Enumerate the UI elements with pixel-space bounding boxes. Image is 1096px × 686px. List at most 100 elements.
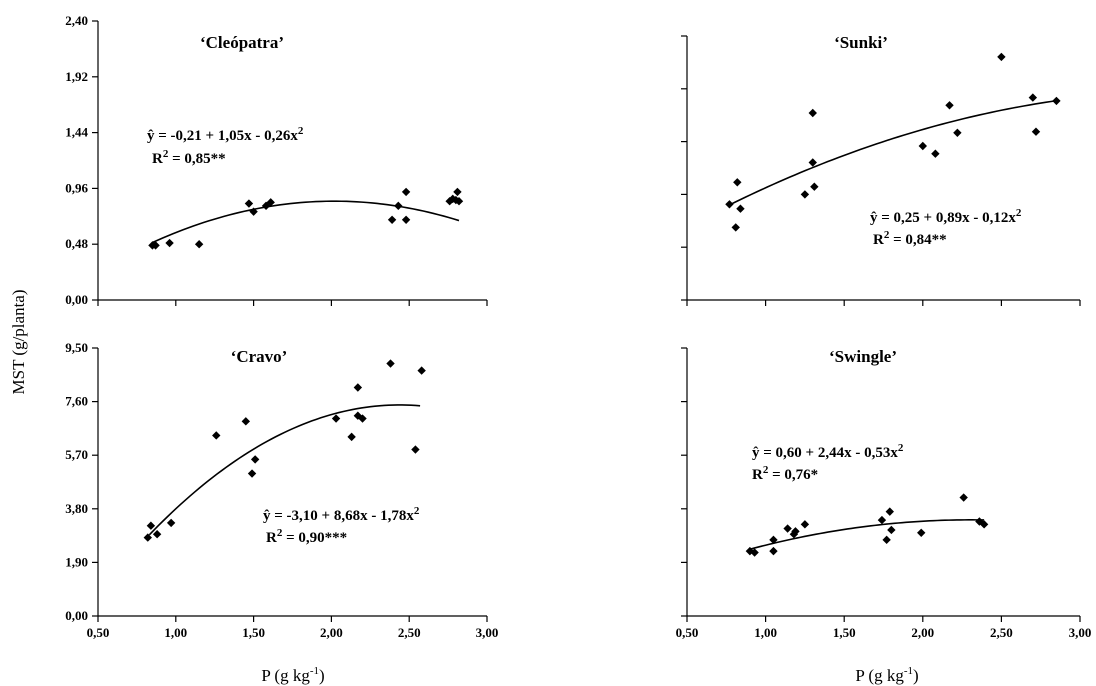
y-tick-label: 5,70 <box>65 447 88 462</box>
data-point <box>736 204 745 213</box>
panel-cravo: 0,00 1,90 3,80 5,70 7,60 9,50 0,50 1,00 1,50 2,00… <box>65 340 498 640</box>
x-tick-label: 0,50 <box>87 625 110 640</box>
y-tick-label: 0,00 <box>65 608 88 623</box>
data-point <box>249 207 258 216</box>
data-point <box>166 518 176 528</box>
regression-equation: ŷ = 0,25 + 0,89x - 0,12x2 <box>870 207 1022 226</box>
data-point <box>810 182 819 191</box>
r-squared: R2 = 0,90*** <box>266 527 347 546</box>
data-point <box>387 215 397 224</box>
data-point <box>887 525 896 535</box>
data-point <box>750 548 759 557</box>
panel-title: ‘Sunki’ <box>834 33 888 52</box>
data-point <box>266 198 275 207</box>
data-point <box>411 445 420 454</box>
data-point <box>800 520 810 529</box>
x-tick-label: 2,50 <box>990 625 1013 640</box>
data-point <box>394 201 403 211</box>
data-point <box>247 469 257 478</box>
data-point <box>386 359 395 368</box>
data-point <box>401 215 411 224</box>
data-point <box>165 238 174 248</box>
data-point <box>769 535 778 545</box>
panel-swingle: 0,50 1,00 1,50 2,00 2,50 3,00 ‘Swingle’ ŷ = 0,6… <box>676 347 1092 640</box>
fit-curve <box>729 99 1057 206</box>
data-point <box>808 108 817 118</box>
data-point <box>331 414 341 423</box>
data-point <box>244 199 254 208</box>
panel-title: ‘Cravo’ <box>231 347 288 366</box>
data-point <box>877 515 887 525</box>
panel-cleopatra: 0,00 0,48 0,96 1,44 1,92 2,40 ‘Cleópatra’ ŷ = -… <box>65 13 488 307</box>
x-tick-label: 1,00 <box>164 625 187 640</box>
y-tick-label: 7,60 <box>65 394 88 409</box>
x-tick-label: 1,00 <box>754 625 777 640</box>
data-point <box>945 101 954 110</box>
data-point <box>250 455 260 464</box>
data-point <box>800 190 810 199</box>
panel-title: ‘Cleópatra’ <box>200 33 284 52</box>
x-tick-label: 2,50 <box>398 625 421 640</box>
regression-equation: ŷ = 0,60 + 2,44x - 0,53x2 <box>752 442 904 461</box>
data-point <box>997 52 1006 62</box>
data-point <box>931 149 940 158</box>
r-squared: R2 = 0,84** <box>873 229 947 248</box>
y-tick-label: 0,96 <box>65 180 88 195</box>
data-point <box>1028 93 1038 102</box>
data-point <box>953 128 962 137</box>
data-point <box>885 507 894 516</box>
data-point <box>353 383 363 392</box>
data-point <box>241 417 251 426</box>
y-tick-label: 9,50 <box>65 340 88 355</box>
panel-title: ‘Swingle’ <box>829 347 897 366</box>
data-point <box>731 223 740 232</box>
data-point <box>194 240 204 249</box>
data-point <box>917 528 926 537</box>
x-tick-label: 3,00 <box>476 625 499 640</box>
x-axis-label-left: P (g kg-1) <box>261 665 324 685</box>
r-squared: R2 = 0,85** <box>152 148 226 167</box>
r-squared: R2 = 0,76* <box>752 464 818 483</box>
data-point <box>1052 96 1061 106</box>
data-point <box>808 158 817 167</box>
panel-sunki: ‘Sunki’ ŷ = 0,25 + 0,89x - 0,12x2 R2 = 0,8… <box>681 33 1081 306</box>
data-point <box>1031 127 1041 136</box>
x-axis-label-right: P (g kg-1) <box>855 665 918 685</box>
y-tick-label: 2,40 <box>65 13 88 28</box>
data-point <box>959 493 968 502</box>
data-point <box>882 535 891 545</box>
x-tick-label: 1,50 <box>833 625 856 640</box>
data-point <box>918 141 927 151</box>
regression-equation: ŷ = -0,21 + 1,05x - 0,26x2 <box>147 125 304 144</box>
y-tick-label: 1,90 <box>65 554 88 569</box>
data-point <box>151 241 160 250</box>
fit-curve <box>148 404 421 536</box>
data-point <box>979 520 989 529</box>
x-tick-label: 2,00 <box>320 625 343 640</box>
y-tick-label: 3,80 <box>65 501 88 516</box>
x-tick-label: 0,50 <box>676 625 699 640</box>
fit-curve <box>152 200 460 244</box>
y-tick-label: 0,00 <box>65 292 88 307</box>
data-point <box>358 414 367 423</box>
fit-curve <box>749 519 985 551</box>
data-point <box>769 546 778 556</box>
data-point <box>791 527 800 536</box>
y-axis-label: MST (g/planta) <box>9 290 28 395</box>
data-point <box>212 431 221 440</box>
regression-equation: ŷ = -3,10 + 8,68x - 1,78x2 <box>263 505 420 524</box>
data-point <box>454 196 464 206</box>
y-tick-label: 1,44 <box>65 125 88 140</box>
x-tick-label: 3,00 <box>1069 625 1092 640</box>
y-tick-label: 0,48 <box>65 236 88 251</box>
x-tick-label: 1,50 <box>242 625 265 640</box>
data-point <box>725 200 734 209</box>
x-tick-label: 2,00 <box>911 625 934 640</box>
data-point <box>401 187 411 197</box>
data-point <box>347 432 356 442</box>
data-point <box>152 529 162 539</box>
data-point <box>783 524 792 533</box>
data-point <box>417 366 426 375</box>
y-tick-label: 1,92 <box>65 69 88 84</box>
